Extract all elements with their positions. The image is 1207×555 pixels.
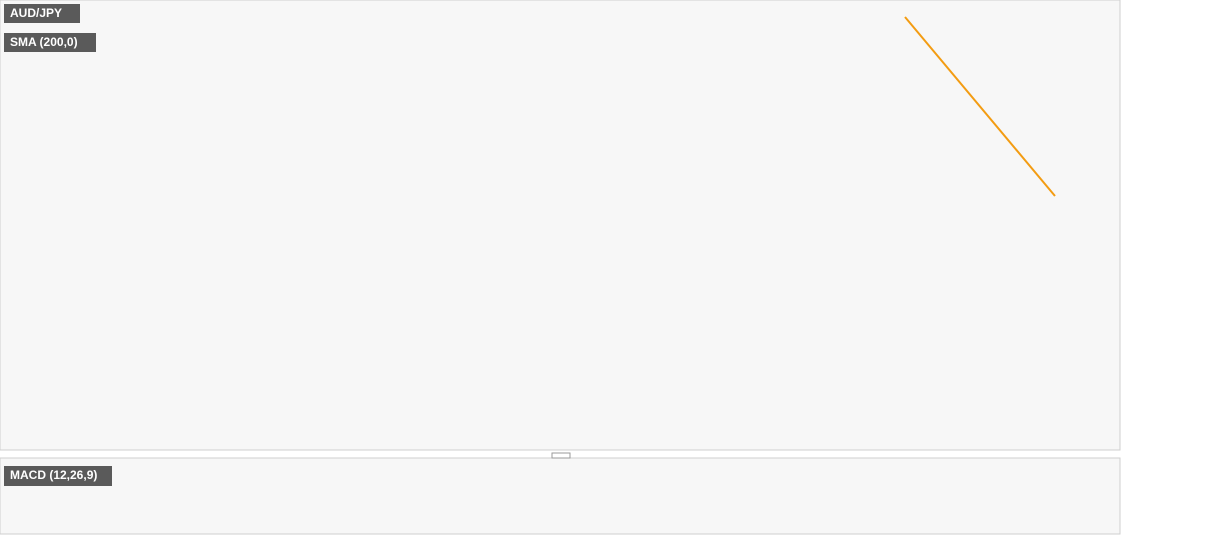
legend-box: [4, 4, 80, 23]
panel-resize-handle[interactable]: [551, 452, 571, 459]
macd-panel: [0, 457, 1121, 535]
legend-sma: SMA (200,0): [10, 35, 78, 49]
trend-line: [904, 16, 1056, 197]
legend-box: [4, 466, 112, 486]
legend-macd: MACD (12,26,9): [10, 468, 97, 482]
legend-box: [4, 33, 96, 52]
price-panel: [0, 0, 1121, 451]
legend-symbol: AUD/JPY: [10, 6, 62, 20]
